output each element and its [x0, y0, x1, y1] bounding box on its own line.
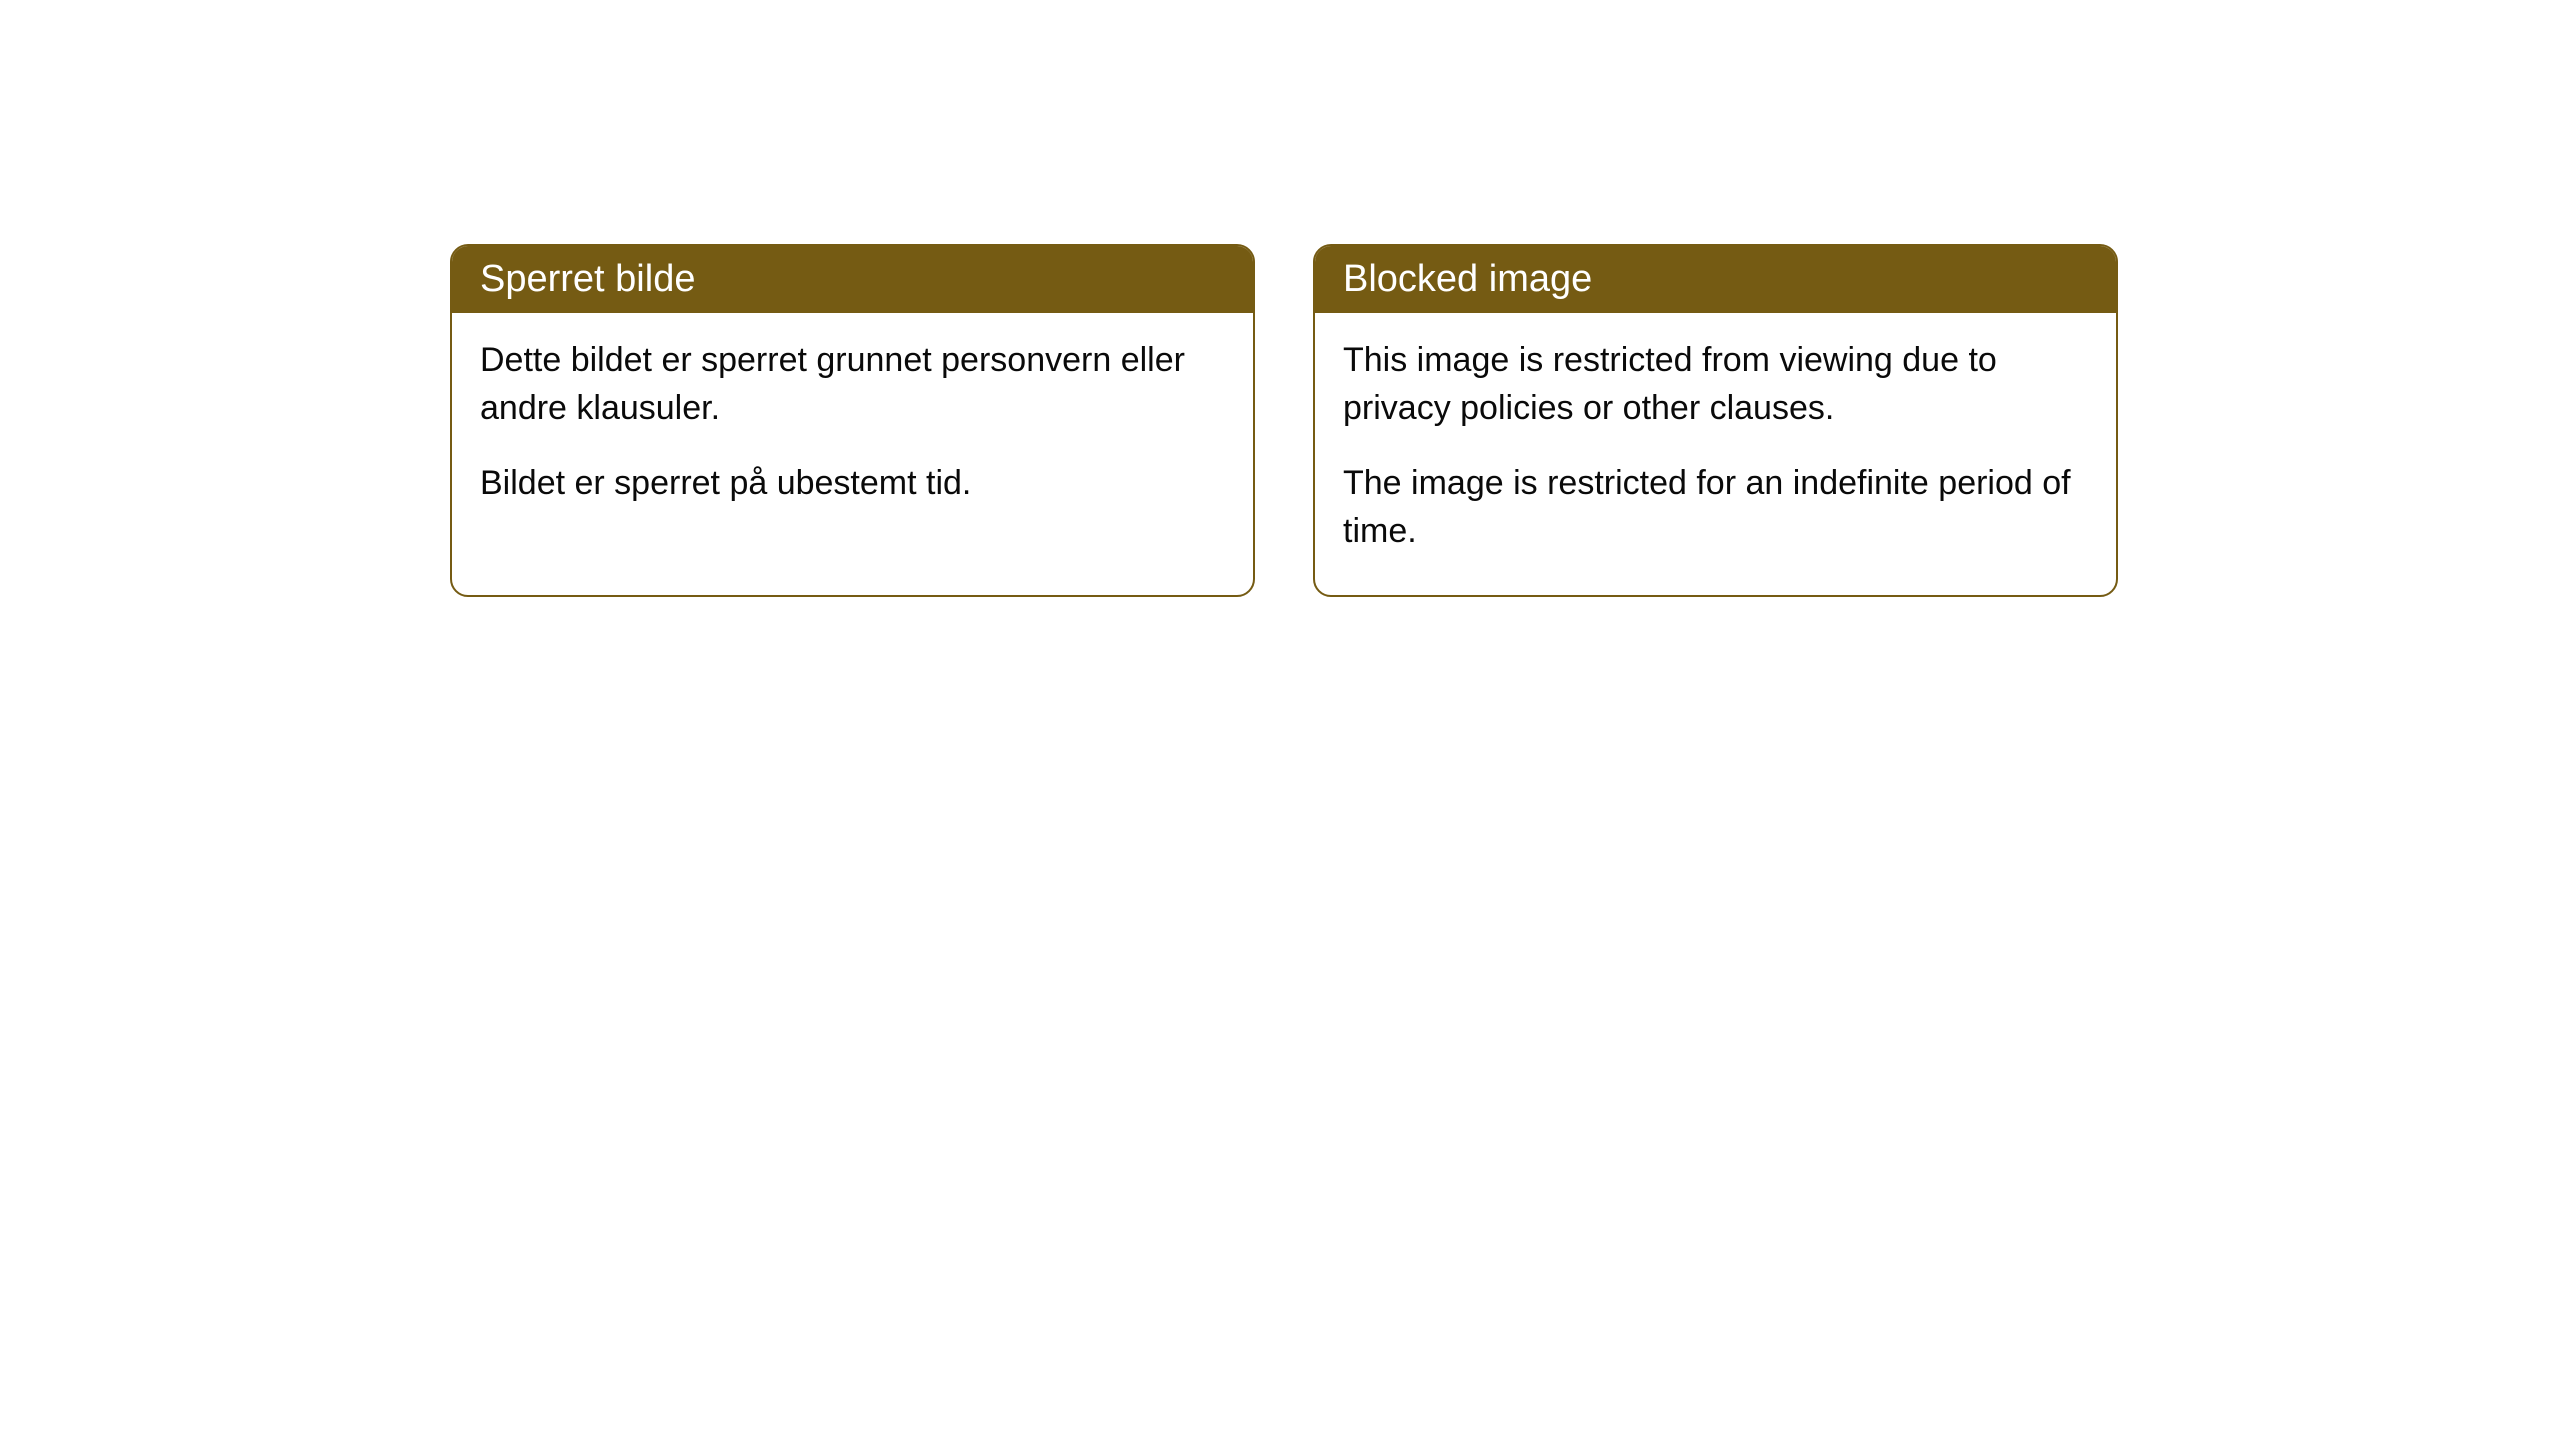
notice-card-norwegian: Sperret bilde Dette bildet er sperret gr… [450, 244, 1255, 597]
card-paragraph: Bildet er sperret på ubestemt tid. [480, 460, 1225, 508]
card-body-english: This image is restricted from viewing du… [1315, 313, 2116, 595]
card-title: Blocked image [1343, 258, 1592, 300]
card-header-norwegian: Sperret bilde [452, 246, 1253, 313]
card-body-norwegian: Dette bildet er sperret grunnet personve… [452, 313, 1253, 548]
notice-cards-container: Sperret bilde Dette bildet er sperret gr… [450, 244, 2118, 597]
card-title: Sperret bilde [480, 258, 695, 300]
card-header-english: Blocked image [1315, 246, 2116, 313]
card-paragraph: This image is restricted from viewing du… [1343, 337, 2088, 432]
card-paragraph: The image is restricted for an indefinit… [1343, 460, 2088, 555]
notice-card-english: Blocked image This image is restricted f… [1313, 244, 2118, 597]
card-paragraph: Dette bildet er sperret grunnet personve… [480, 337, 1225, 432]
